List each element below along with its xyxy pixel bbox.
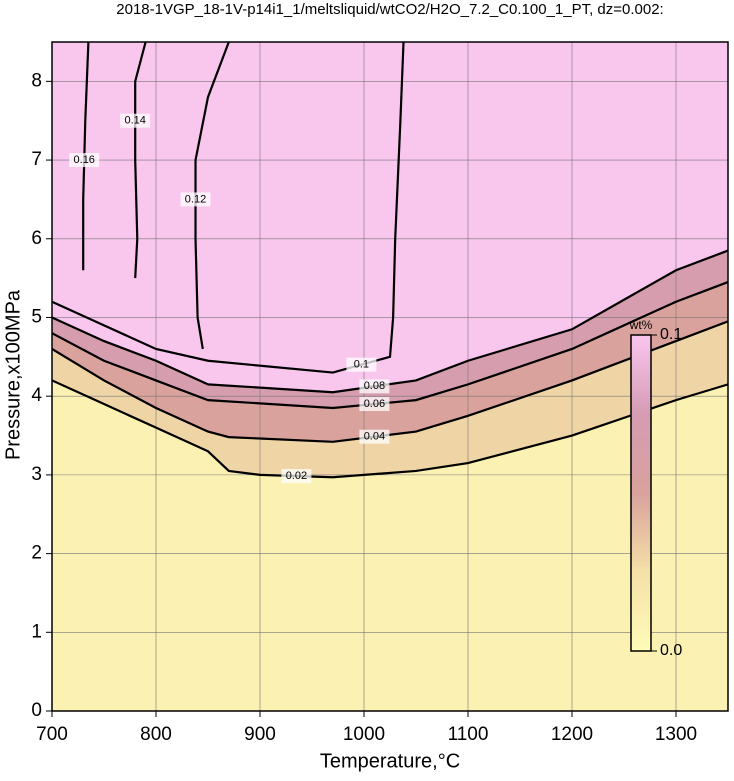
contour-label-bg — [69, 153, 100, 168]
y-tick-label: 6 — [31, 228, 42, 249]
y-tick-label: 4 — [31, 385, 42, 406]
plot-frame — [51, 41, 729, 712]
contour-band — [52, 380, 728, 711]
contour-label-bg — [346, 357, 377, 372]
y-tick-label: 2 — [31, 543, 42, 564]
colorbar — [630, 334, 652, 652]
colorbar-label: wt% — [629, 318, 653, 332]
x-tick-label: 800 — [140, 724, 172, 745]
contour-label: 0.16 — [74, 154, 95, 166]
plot-area — [52, 42, 728, 711]
y-tick-label: 7 — [31, 149, 42, 170]
contour-label: 0.14 — [124, 115, 145, 127]
x-tick-label: 1000 — [343, 724, 385, 745]
x-tick-label: 1100 — [448, 724, 489, 745]
x-tick-label: 1200 — [551, 724, 593, 745]
x-tick-label: 1300 — [655, 724, 697, 745]
contour-label-bg — [359, 379, 390, 394]
contour-label: 0.06 — [364, 398, 385, 410]
y-tick-label: 5 — [31, 306, 42, 327]
y-tick-label: 1 — [31, 621, 42, 642]
contour-label: 0.1 — [354, 359, 369, 371]
contour-label-bg — [281, 469, 312, 484]
y-tick-label: 8 — [31, 70, 42, 91]
chart-title: 2018-1VGP_18-1V-p14i1_1/meltsliquid/wtCO… — [116, 1, 663, 18]
contour-label-bg — [180, 192, 211, 207]
x-tick-label: 700 — [36, 724, 68, 745]
contour-label: 0.02 — [286, 470, 307, 482]
contour-label-bg — [120, 113, 151, 128]
x-axis-label: Temperature,°C — [320, 750, 460, 772]
y-axis-label: Pressure,x100MPa — [2, 289, 24, 460]
colorbar-tick-label: 0.1 — [660, 326, 682, 343]
contour-label-bg — [359, 429, 390, 444]
contour-label: 0.12 — [185, 193, 206, 205]
contour-label: 0.08 — [364, 380, 385, 392]
x-tick-label: 900 — [244, 724, 276, 745]
contour-line — [51, 320, 729, 443]
y-tick-label: 0 — [31, 700, 42, 721]
contour-label: 0.04 — [364, 431, 385, 443]
y-tick-label: 3 — [31, 464, 42, 485]
colorbar-tick-label: 0.0 — [660, 642, 682, 659]
contour-line — [134, 41, 147, 279]
contour-label-bg — [359, 397, 390, 412]
